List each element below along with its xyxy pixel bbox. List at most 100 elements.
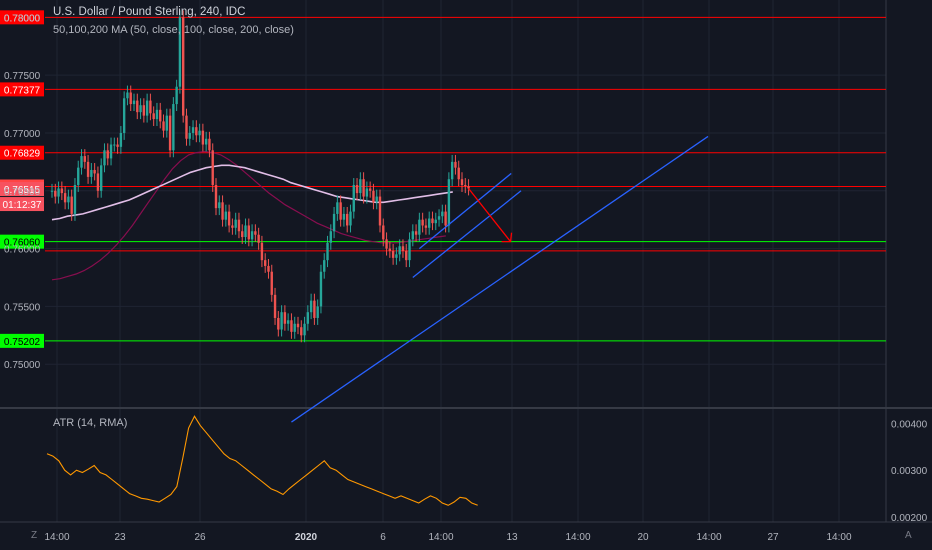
candle-body: [421, 219, 424, 226]
candle-body: [96, 173, 100, 191]
candle-body: [136, 100, 139, 113]
candle-body: [250, 231, 254, 240]
candle-body: [57, 188, 60, 197]
candle-body: [286, 320, 290, 324]
candle-body: [352, 185, 355, 212]
price-tick-label: 0.76500: [4, 187, 41, 198]
candle-body: [362, 179, 365, 197]
candle-body: [106, 150, 109, 159]
price-tag-bg: [0, 197, 44, 212]
candle-body: [424, 225, 428, 228]
candle-body: [77, 167, 80, 185]
grid: [45, 0, 886, 522]
price-tag-bg: [0, 333, 44, 348]
candle-body: [273, 294, 277, 318]
candle-body: [339, 202, 342, 220]
candle-body: [73, 185, 77, 214]
candlestick-series: [50, 10, 470, 343]
candle-body: [375, 196, 378, 203]
price-tag-bg: [0, 145, 44, 160]
candle-body: [70, 196, 73, 214]
candle-body: [168, 115, 172, 151]
zoom-button[interactable]: Z: [31, 530, 38, 541]
price-tag-bg: [0, 182, 44, 197]
price-tag-bg: [0, 10, 44, 25]
atr-axis-tick: 0.00200: [891, 513, 928, 524]
time-axis: 14:00 23 26 2020 6 14:00 13 14:00 20 14:00 27 14:00: [44, 532, 851, 543]
candle-body: [391, 250, 395, 258]
time-axis-tick: 26: [194, 532, 206, 543]
candle-body: [175, 86, 178, 105]
candle-body: [254, 231, 257, 235]
price-tag-label: 0.75202: [4, 337, 41, 348]
auto-scale-button[interactable]: A: [905, 530, 912, 541]
candle-body: [50, 190, 54, 192]
candle-body: [300, 327, 303, 336]
candle-body: [349, 211, 352, 226]
candle-body: [454, 161, 457, 168]
time-axis-tick: 14:00: [696, 532, 721, 543]
price-tag-bg: [0, 234, 44, 249]
candle-body: [450, 161, 454, 180]
candle-body: [467, 186, 470, 189]
candle-body: [86, 161, 90, 177]
candle-body: [444, 211, 447, 226]
candle-body: [90, 169, 93, 177]
candle-body: [132, 100, 136, 105]
atr-axis-tick: 0.00400: [891, 419, 928, 430]
candle-body: [67, 196, 70, 203]
time-axis-tick: 23: [114, 532, 126, 543]
time-axis-tick: 13: [506, 532, 518, 543]
candle-body: [185, 115, 188, 139]
candle-body: [54, 190, 57, 197]
price-tag-label: 0.78000: [4, 13, 41, 24]
candle-body: [323, 260, 326, 272]
candle-body: [267, 265, 270, 272]
candle-body: [191, 127, 195, 133]
candle-body: [414, 231, 418, 235]
candle-body: [306, 312, 310, 324]
candle-body: [198, 130, 201, 136]
candle-body: [241, 231, 244, 238]
candle-body: [221, 202, 224, 220]
candle-body: [60, 188, 64, 194]
candle-body: [270, 271, 273, 295]
trend-line: [291, 135, 709, 423]
candle-body: [313, 300, 316, 318]
candle-body: [388, 248, 392, 251]
candle-body: [188, 132, 191, 139]
candle-body: [208, 138, 211, 151]
candle-body: [264, 260, 267, 266]
time-axis-tick: 14:00: [565, 532, 590, 543]
candle-body: [283, 312, 287, 324]
candle-body: [227, 211, 231, 226]
price-tick-label: 0.76000: [4, 245, 41, 256]
chart-title: U.S. Dollar / Pound Sterling, 240, IDC: [53, 6, 246, 18]
candle-body: [355, 185, 359, 194]
price-tick-label: 0.77000: [4, 129, 41, 140]
price-tag-label: 0.76829: [4, 149, 41, 160]
time-axis-tick: 2020: [295, 532, 318, 543]
candle-body: [441, 211, 444, 217]
candle-body: [326, 242, 329, 261]
candle-body: [195, 127, 198, 136]
candle-body: [139, 105, 142, 113]
candle-body: [447, 179, 451, 226]
candle-body: [382, 225, 385, 240]
candle-body: [231, 225, 234, 228]
horizontal-levels: [45, 16, 886, 342]
candle-body: [437, 216, 441, 220]
price-tag-label: 0.76515: [4, 185, 41, 196]
time-axis-tick: 14:00: [826, 532, 851, 543]
candle-body: [296, 323, 300, 328]
price-tag-label: 0.77377: [4, 85, 41, 96]
candle-body: [405, 250, 408, 261]
candle-body: [368, 188, 372, 191]
candle-body: [165, 115, 168, 131]
projection-arrow-line: [468, 188, 512, 243]
time-axis-tick: 14:00: [428, 532, 453, 543]
candle-body: [342, 213, 346, 220]
time-axis-tick: 27: [767, 532, 779, 543]
candle-body: [257, 234, 260, 243]
